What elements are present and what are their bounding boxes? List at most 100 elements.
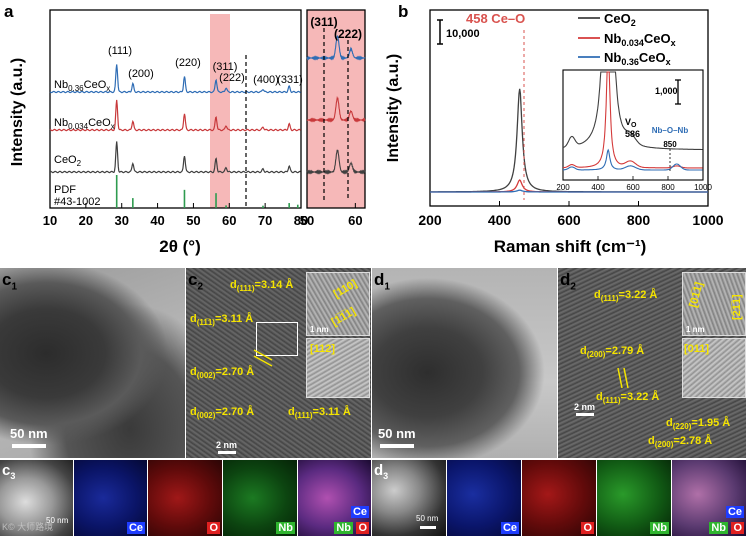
c3-haadf: c3 50 nm K© 大师路境: [0, 460, 73, 536]
nb-o-nb-value: 850: [663, 140, 677, 149]
raman-chart: 10,000 458 Ce–O CeO2 Nb0.034CeOx Nb0.36C…: [385, 9, 724, 256]
xrd-ticklabel-80: 80: [294, 213, 308, 228]
d3-scale-label: 50 nm: [416, 514, 439, 523]
panel-d1-label: d1: [374, 270, 390, 293]
xrd-xlabel: 2θ (°): [159, 237, 201, 256]
vo-value: 586: [625, 129, 640, 139]
panel-c2-label: c2: [188, 270, 204, 293]
c2-d1: d(111)=3.14 Å: [230, 278, 293, 293]
peak-label-111: (111): [108, 45, 132, 57]
c2-fringe-mark-2: [253, 355, 273, 367]
c2-zone-axis: [112]: [310, 343, 335, 355]
c3-scale-label: 50 nm: [46, 516, 69, 525]
xrd-inset-series-1: [306, 95, 366, 123]
d2-fringe-mark-2: [623, 367, 629, 389]
c2-d5: d(111)=3.11 Å: [288, 405, 351, 420]
raman-inset-ticklabel-200: 200: [556, 183, 570, 192]
d2-inset-bottom: [682, 338, 746, 398]
raman-inset-series-0: [562, 71, 703, 151]
d3-scale-bar: [420, 526, 436, 529]
raman-inset-series-2: [563, 148, 703, 171]
d2-inset-scale: 1 nm: [686, 325, 705, 334]
c2-selection-box: [256, 322, 298, 356]
d3-map-overlay: Ce Nb O: [672, 460, 746, 536]
c3-nb-tag: Nb: [276, 522, 295, 534]
c3-overlay-nb-tag: Nb: [334, 522, 353, 534]
xrd-inset-ticklabel-60: 60: [348, 213, 362, 228]
d3-nb-tag: Nb: [650, 522, 669, 534]
panel-a-label: a: [4, 2, 14, 21]
pdf-label-2: #43-1002: [54, 196, 101, 208]
c3-map-ce: Ce: [74, 460, 147, 536]
tem-d1-image: d1 50 nm: [372, 268, 557, 458]
d2-dir1: [01̅1]: [687, 281, 705, 309]
c3-overlay-ce-tag: Ce: [350, 506, 369, 518]
c2-inset-bottom: [306, 338, 370, 398]
d2-zone-axis: [011]: [684, 343, 709, 355]
inset-scale-label: 1,000: [655, 86, 678, 96]
peak-label-222: (222): [219, 72, 245, 84]
d3-overlay-nb-tag: Nb: [709, 522, 728, 534]
d2-d5: d(200)=2.78 Å: [648, 434, 712, 449]
raman-ticklabel-1000: 1000: [692, 212, 723, 228]
tem-c1-image: c1 50 nm: [0, 268, 185, 458]
c2-scale-bar: [218, 451, 236, 454]
hrtem-c2-image: c2 d(111)=3.14 Å d(11̅1)=3.11 Å d(002)=2…: [186, 268, 371, 458]
xrd-ticklabel-30: 30: [114, 213, 128, 228]
raman-inset-ticklabel-800: 800: [661, 183, 675, 192]
panel-c1-label: c1: [2, 270, 18, 293]
inset-peak-311: (311): [310, 15, 337, 29]
d3-map-o: O: [522, 460, 596, 536]
legend-nb0034: Nb0.034CeOx: [604, 31, 676, 48]
d3-overlay-ce-tag: Ce: [725, 506, 744, 518]
c2-inset-top: [306, 272, 370, 336]
d2-scale-label: 2 nm: [574, 402, 595, 412]
d2-scale-bar: [576, 413, 594, 416]
xrd-inset-series-0: [306, 35, 366, 61]
hrtem-d2-image: d2 d(111)=3.22 Å d(200)=2.79 Å d(111)=3.…: [558, 268, 746, 458]
c3-map-overlay: Ce Nb O: [298, 460, 371, 536]
d2-inset-top: [682, 272, 746, 336]
raman-series-2: [430, 189, 708, 193]
sample-label-ceo2: CeO2: [54, 154, 82, 168]
raman-ticklabel-200: 200: [418, 212, 442, 228]
d2-fringe-mark: [617, 367, 623, 389]
raman-inset-ticklabel-600: 600: [626, 183, 640, 192]
d3-overlay-o-tag: O: [731, 522, 744, 534]
d3-map-nb: Nb: [597, 460, 671, 536]
c2-d2: d(11̅1)=3.11 Å: [190, 312, 253, 327]
d3-eds-maps: d3 50 nm Ce O Nb Ce Nb O: [372, 460, 746, 536]
c2-d4: d(002)=2.70 Å: [190, 405, 254, 420]
c3-map-nb: Nb: [223, 460, 297, 536]
xrd-ticklabel-50: 50: [186, 213, 200, 228]
d1-scale-label: 50 nm: [378, 426, 416, 441]
c3-eds-maps: c3 50 nm K© 大师路境 Ce O Nb Ce Nb O: [0, 460, 371, 536]
panel-b-label: b: [398, 2, 409, 21]
raman-ticklabel-800: 800: [627, 212, 651, 228]
raman-inset-ticklabel-1000: 1000: [694, 183, 712, 192]
raman-scale-label: 10,000: [446, 28, 480, 40]
c3-map-o: O: [148, 460, 222, 536]
xrd-series-2: [49, 141, 301, 174]
raman-xlabel: Raman shift (cm⁻¹): [494, 237, 647, 256]
sample-label-nb036: Nb0.36CeOx: [54, 79, 110, 93]
xrd-series-0: [49, 64, 301, 94]
xrd-ticklabel-10: 10: [43, 213, 57, 228]
peak-label-311: (311): [213, 61, 238, 73]
inset-peak-222: (222): [334, 27, 362, 41]
xrd-ticklabel-60: 60: [222, 213, 236, 228]
c3-o-tag: O: [207, 522, 220, 534]
c3-watermark: K© 大师路境: [2, 522, 54, 532]
c3-ce-tag: Ce: [126, 522, 145, 534]
d2-d3: d(111)=3.22 Å: [596, 390, 659, 405]
d2-d4: d(220)=1.95 Å: [666, 416, 730, 431]
c2-dir1: [110]: [332, 278, 360, 301]
d1-scale-bar: [380, 444, 414, 448]
raman-ticklabel-600: 600: [557, 212, 581, 228]
sample-label-nb0034: Nb0.034CeOx: [54, 117, 115, 131]
raman-legend: CeO2 Nb0.034CeOx Nb0.36CeOx: [578, 11, 676, 67]
legend-nb036: Nb0.36CeOx: [604, 50, 671, 67]
raman-ylabel: Intensity (a.u.): [385, 54, 402, 162]
d2-d1: d(111)=3.22 Å: [594, 288, 657, 303]
d3-o-tag: O: [581, 522, 594, 534]
